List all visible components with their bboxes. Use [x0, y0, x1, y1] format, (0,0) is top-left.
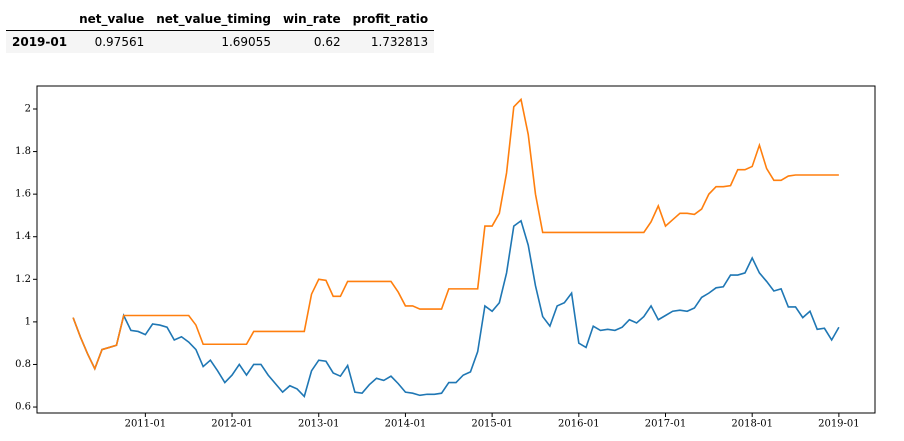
data-table: net_value net_value_timing win_rate profit_… — [6, 8, 435, 53]
y-tick-label: 1.8 — [15, 146, 31, 157]
x-tick-label: 2014-01 — [385, 419, 427, 430]
x-tick-label: 2013-01 — [298, 419, 340, 430]
header-row: net_value net_value_timing win_rate profit_… — [6, 8, 435, 31]
x-tick-label: 2019-01 — [818, 419, 860, 430]
y-tick-label: 1.6 — [15, 189, 31, 200]
row-index: 2019-01 — [12, 35, 68, 49]
table-cell: 1.732813 — [370, 35, 429, 49]
y-tick-label: 0.6 — [15, 402, 31, 413]
y-tick-label: 0.8 — [15, 359, 31, 370]
x-tick-label: 2012-01 — [211, 419, 253, 430]
y-tick-label: 2 — [25, 103, 31, 114]
y-tick-label: 1.4 — [15, 231, 31, 242]
data-line — [72, 97, 839, 371]
x-tick-label: 2016-01 — [558, 419, 600, 430]
axes-frame — [36, 85, 876, 414]
column-header: profit_ratio — [346, 8, 435, 31]
data-line — [72, 219, 840, 398]
x-tick-label: 2017-01 — [645, 419, 687, 430]
table-cell: 0.97561 — [94, 35, 145, 49]
table-row: 2019-01 0.97561 1.69055 0.62 1.732813 — [6, 30, 435, 53]
column-header: net_value_timing — [150, 8, 277, 31]
x-tick-label: 2011-01 — [125, 419, 167, 430]
x-tick-label: 2018-01 — [731, 419, 773, 430]
table-cell: 0.62 — [313, 35, 341, 49]
y-tick-label: 1 — [25, 316, 31, 327]
table-body: 2019-01 0.97561 1.69055 0.62 1.732813 — [6, 30, 435, 53]
column-header: win_rate — [276, 8, 347, 31]
column-header: net_value — [73, 8, 151, 31]
y-tick-label: 1.2 — [15, 274, 31, 285]
x-tick-label: 2015-01 — [471, 419, 513, 430]
table-cell: 1.69055 — [221, 35, 271, 49]
header-cell — [6, 8, 74, 31]
